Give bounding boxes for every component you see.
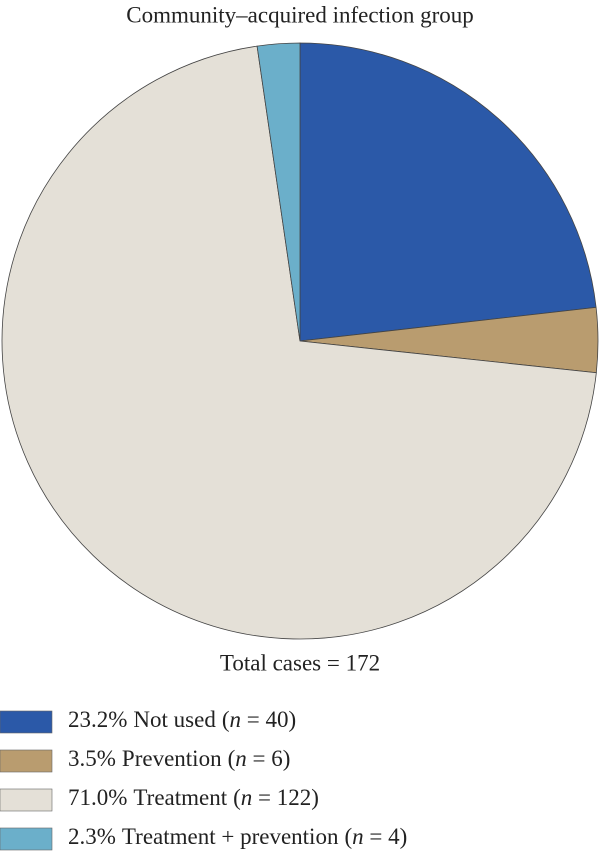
legend-value-label: 2.3% — [68, 824, 116, 849]
legend-swatch — [0, 710, 53, 734]
total-label: Total cases = 172 — [220, 650, 380, 675]
pie-slice — [1, 45, 597, 640]
legend-label: Treatment — [133, 785, 227, 810]
legend-label: Prevention — [122, 746, 222, 771]
legend-swatch — [0, 749, 53, 773]
legend-entry: 2.3% Treatment + prevention (n = 4) — [68, 824, 407, 849]
pie-slice — [299, 42, 597, 342]
legend-swatch — [0, 788, 53, 812]
legend-value-label: 3.5% — [68, 746, 116, 771]
legend-label: Not used — [133, 707, 216, 732]
chart-title: Community–acquired infection group — [126, 2, 473, 27]
legend-entry: 3.5% Prevention (n = 6) — [68, 746, 290, 771]
legend-count-label: (n = 122) — [233, 785, 319, 810]
legend-count-label: (n = 40) — [222, 707, 296, 732]
pie-slice — [256, 42, 301, 342]
legend-value-label: 23.2% — [68, 707, 127, 732]
legend-entry: 71.0% Treatment (n = 122) — [68, 785, 319, 810]
legend-label: Treatment + prevention — [122, 824, 339, 849]
legend-swatch — [0, 827, 53, 851]
legend-count-label: (n = 4) — [344, 824, 407, 849]
legend-count-label: (n = 6) — [228, 746, 291, 771]
legend-value-label: 71.0% — [68, 785, 127, 810]
legend-entry: 23.2% Not used (n = 40) — [68, 707, 296, 732]
